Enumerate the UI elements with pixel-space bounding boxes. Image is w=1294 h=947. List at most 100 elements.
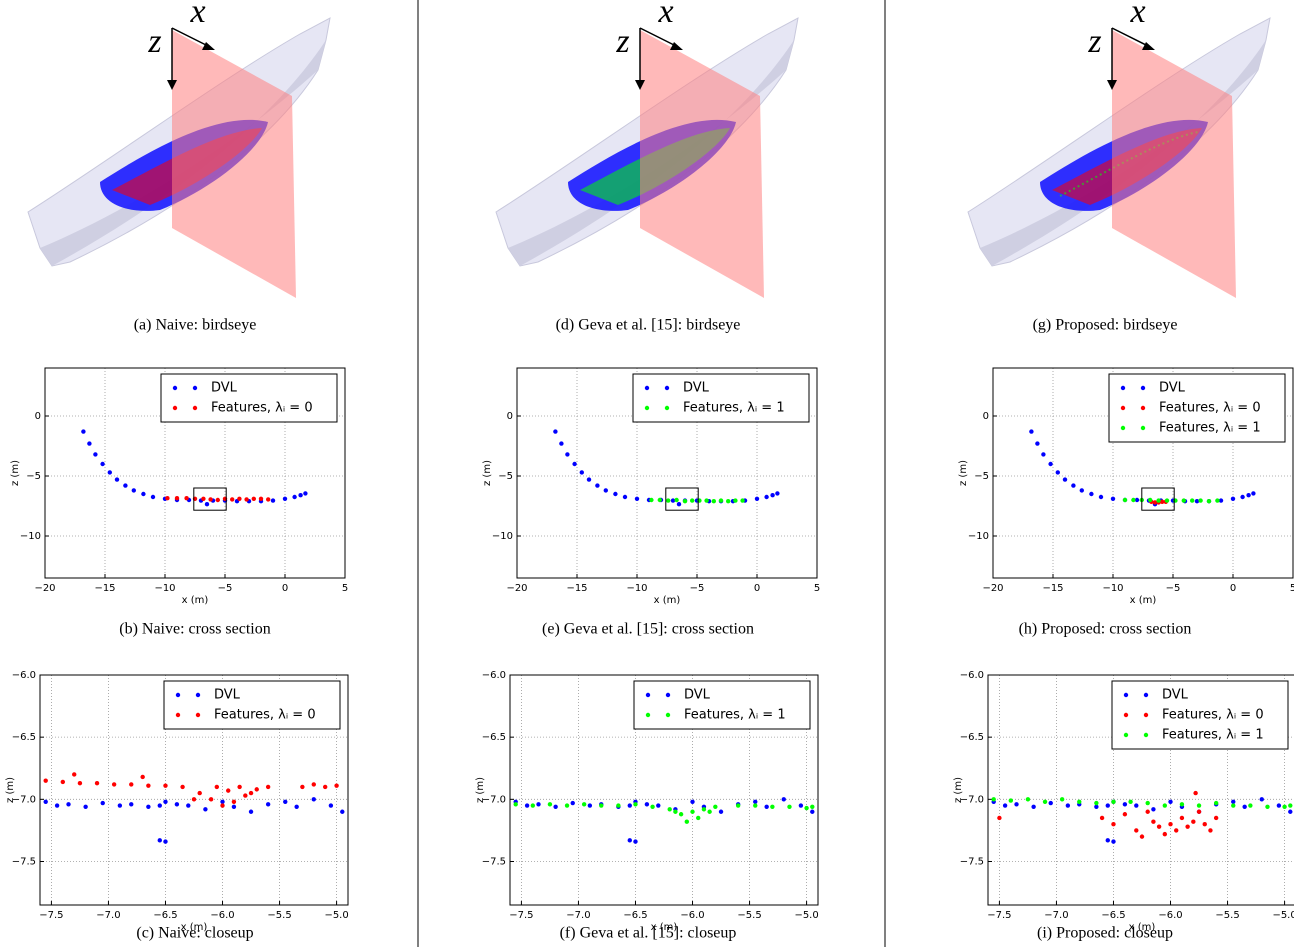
axis-label: x (657, 0, 673, 30)
point (604, 488, 608, 492)
caption: (e) Geva et al. [15]: cross section (542, 621, 754, 638)
point (232, 805, 236, 809)
point (1214, 816, 1218, 820)
y-tick-label: 0 (507, 411, 513, 422)
point (55, 803, 59, 807)
point (208, 497, 212, 501)
legend-label: DVL (1162, 688, 1189, 703)
point (696, 816, 700, 820)
point (1242, 805, 1246, 809)
point (1094, 801, 1098, 805)
point (1231, 497, 1235, 501)
x-tick-label: −5.5 (1215, 910, 1239, 921)
point (1207, 499, 1211, 503)
point (1165, 498, 1169, 502)
point (1148, 498, 1152, 502)
point (679, 812, 683, 816)
legend-label: DVL (214, 688, 241, 703)
point (1157, 824, 1161, 828)
legend-label: DVL (1159, 381, 1186, 396)
point (1134, 803, 1138, 807)
point (595, 483, 599, 487)
point (1123, 802, 1127, 806)
point (753, 803, 757, 807)
point (1080, 488, 1084, 492)
point (146, 805, 150, 809)
point (1146, 801, 1150, 805)
point (1009, 798, 1013, 802)
point (764, 805, 768, 809)
point (1163, 832, 1167, 836)
legend-marker (1124, 733, 1128, 737)
point (633, 839, 637, 843)
point (1240, 495, 1244, 499)
point (992, 797, 996, 801)
point (303, 491, 307, 495)
point (1163, 803, 1167, 807)
point (553, 429, 557, 433)
point (249, 791, 253, 795)
y-tick-label: 0 (35, 411, 41, 422)
x-tick-label: −10 (1102, 583, 1123, 594)
x-tick-label: 0 (282, 583, 288, 594)
point (132, 488, 136, 492)
point (312, 782, 316, 786)
x-axis-label: x (m) (182, 595, 209, 606)
point (184, 496, 188, 500)
x-tick-label: −7.5 (39, 910, 63, 921)
x-tick-label: −5 (690, 583, 705, 594)
x-tick-label: −7.5 (509, 910, 533, 921)
point (129, 782, 133, 786)
point (628, 838, 632, 842)
x-tick-label: −5 (218, 583, 233, 594)
y-tick-label: −6.5 (960, 732, 984, 743)
point (87, 441, 91, 445)
point (1134, 828, 1138, 832)
point (649, 498, 653, 502)
point (95, 781, 99, 785)
point (690, 498, 694, 502)
point (1071, 483, 1075, 487)
point (175, 802, 179, 806)
point (1182, 498, 1186, 502)
point (1066, 803, 1070, 807)
point (770, 805, 774, 809)
point (226, 788, 230, 792)
point (230, 497, 234, 501)
point (323, 785, 327, 789)
point (165, 496, 169, 500)
point (283, 497, 287, 501)
point (635, 497, 639, 501)
y-tick-label: −6.5 (482, 732, 506, 743)
legend-marker (1121, 406, 1125, 410)
point (1203, 822, 1207, 826)
y-tick-label: −6.0 (482, 670, 506, 681)
y-tick-label: −7.5 (482, 856, 506, 867)
legend-label: DVL (684, 688, 711, 703)
point (525, 803, 529, 807)
point (1029, 429, 1033, 433)
point (203, 807, 207, 811)
x-tick-label: −5.5 (267, 910, 291, 921)
legend-marker (1141, 386, 1145, 390)
point (123, 483, 127, 487)
point (804, 806, 808, 810)
point (266, 785, 270, 789)
legend-marker (645, 386, 649, 390)
y-tick-label: −10 (492, 531, 513, 542)
point (1128, 800, 1132, 804)
point (1288, 803, 1292, 807)
x-tick-label: −7.0 (1044, 910, 1068, 921)
point (334, 783, 338, 787)
y-tick-label: −6.0 (12, 670, 36, 681)
legend-label: Features, λᵢ = 1 (1162, 728, 1264, 743)
point (1198, 498, 1202, 502)
point (677, 502, 681, 506)
point (1246, 493, 1250, 497)
legend-marker (665, 386, 669, 390)
point (101, 801, 105, 805)
point (259, 497, 263, 501)
legend-marker (645, 406, 649, 410)
point (1190, 498, 1194, 502)
point (298, 493, 302, 497)
